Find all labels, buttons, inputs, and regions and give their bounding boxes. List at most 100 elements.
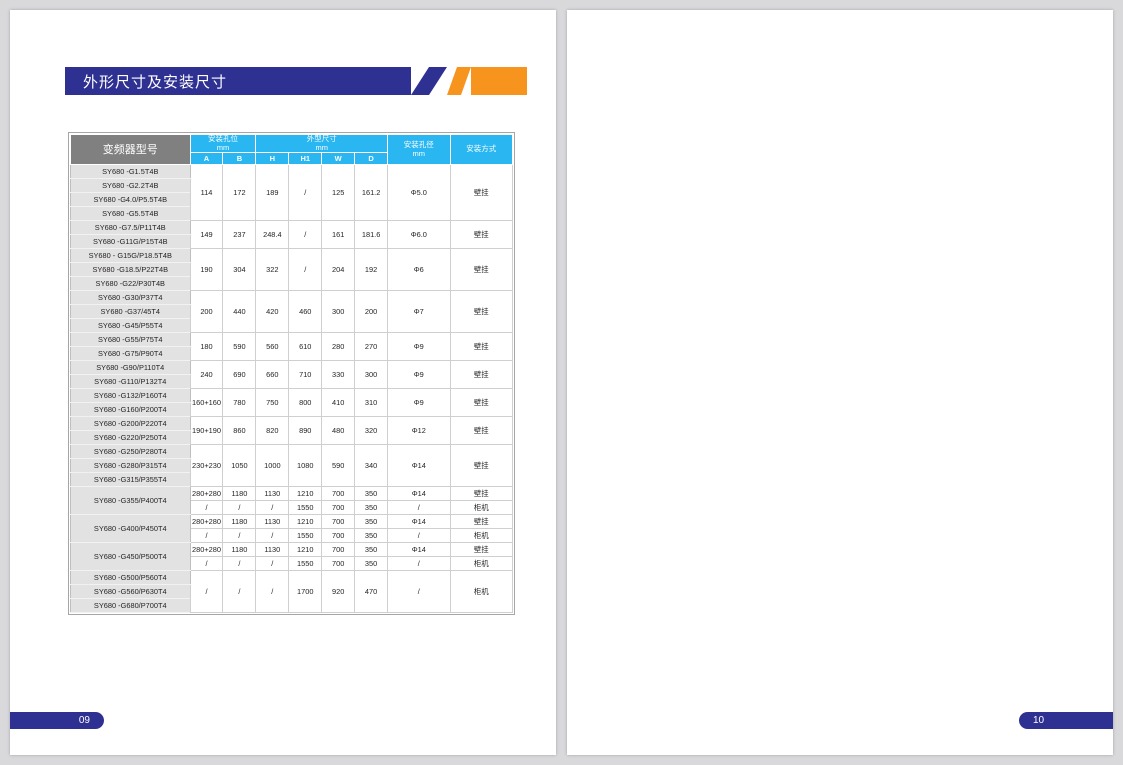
cell-h1: / — [288, 164, 323, 222]
cell-model: SY680 -G30/P37T4 — [70, 290, 191, 306]
cell-b: 237 — [222, 220, 257, 250]
cell-h: 750 — [255, 388, 290, 418]
cell-dia: / — [387, 570, 451, 614]
cell-h1: 890 — [288, 416, 323, 446]
cell-dia: / — [387, 500, 451, 516]
cell-b: 1180 — [222, 542, 257, 558]
cell-dia: Φ14 — [387, 514, 451, 530]
cell-model: SY680 -G160/P200T4 — [70, 402, 191, 418]
cell-b: 780 — [222, 388, 257, 418]
col-header-outline-title: 外型尺寸 — [306, 134, 337, 143]
dimension-header-row-2: A B H H1 W D — [71, 152, 513, 166]
cell-mount: 壁挂 — [449, 486, 514, 502]
cell-mount: 壁挂 — [449, 388, 514, 418]
cell-w: 700 — [321, 542, 356, 558]
col-header-d: D — [354, 152, 389, 166]
col-header-h1: H1 — [288, 152, 323, 166]
col-header-hole-diameter-title: 安装孔径 — [403, 140, 434, 149]
cell-mount: 壁挂 — [449, 332, 514, 362]
cell-w: 700 — [321, 528, 356, 544]
cell-d: 181.6 — [354, 220, 389, 250]
cell-a: 280+280 — [189, 486, 224, 502]
table-row: SY680 -G5.5T4B — [70, 206, 513, 222]
cell-mount: 柜机 — [449, 556, 514, 572]
cell-h1: 800 — [288, 388, 323, 418]
cell-model: SY680 -G2.2T4B — [70, 178, 191, 194]
cell-mount: 壁挂 — [449, 220, 514, 250]
cell-h1: 710 — [288, 360, 323, 390]
cell-h1: / — [288, 248, 323, 292]
table-row: SY680 -G90/P110T4 240 690 660 710 330 300 Φ9 壁挂 — [70, 360, 514, 390]
table-row: SY680 -G315/P355T4 — [70, 472, 513, 488]
cell-model: SY680 -G200/P220T4 — [70, 416, 191, 432]
table-row: SY680 - G15G/P18.5T4B 190 304 322/204 192 Φ6 壁… — [70, 248, 514, 292]
cell-h: / — [255, 500, 290, 516]
cell-b: / — [222, 528, 257, 544]
cell-mount: 柜机 — [449, 528, 514, 544]
cell-b: 860 — [222, 416, 257, 446]
table-row: SY680 -G22/P30T4B — [70, 276, 513, 292]
cell-a: / — [189, 528, 224, 544]
cell-b: 440 — [222, 290, 257, 334]
cell-a: 160+160 — [189, 388, 224, 418]
cell-h1: 1700 — [288, 570, 323, 614]
cell-mount: 壁挂 — [449, 542, 514, 558]
cell-b: 590 — [222, 332, 257, 362]
cell-model: SY680 -G500/P560T4 — [70, 570, 191, 586]
cell-model: SY680 -G11G/P15T4B — [70, 234, 191, 250]
cell-d: 350 — [354, 556, 389, 572]
cell-h1: 610 — [288, 332, 323, 362]
cell-dia: Φ12 — [387, 416, 451, 446]
cell-model: SY680 -G280/P315T4 — [70, 458, 191, 474]
table-row: SY680 -G37/45T4 — [70, 304, 513, 320]
cell-h1: 1210 — [288, 542, 323, 558]
cell-w: 410 — [321, 388, 356, 418]
table-row: SY680 -G7.5/P11T4B 149 237 248.4/161 181.6 Φ6… — [70, 220, 514, 250]
cell-w: 700 — [321, 486, 356, 502]
dimension-table-head: 变频器型号 安装孔位 mm 外型尺寸 mm 安装孔径 mm — [70, 133, 514, 166]
cell-model: SY680 -G680/P700T4 — [70, 598, 191, 614]
cell-b: 1180 — [222, 514, 257, 530]
cell-model: SY680 -G110/P132T4 — [70, 374, 191, 390]
cell-model: SY680 - G15G/P18.5T4B — [70, 248, 191, 264]
cell-w: 920 — [321, 570, 356, 614]
cell-b: 304 — [222, 248, 257, 292]
cell-h: / — [255, 556, 290, 572]
col-header-b: B — [222, 152, 257, 166]
section-banner-left: 外形尺寸及安装尺寸 — [65, 67, 527, 95]
cell-d: 320 — [354, 416, 389, 446]
cell-dia: Φ9 — [387, 360, 451, 390]
cell-a: 114 — [189, 164, 224, 222]
cell-b: 690 — [222, 360, 257, 390]
cell-w: 700 — [321, 514, 356, 530]
cell-model: SY680 -G315/P355T4 — [70, 472, 191, 488]
cell-w: 204 — [321, 248, 356, 292]
cell-w: 590 — [321, 444, 356, 488]
cell-h: / — [255, 528, 290, 544]
cell-d: 350 — [354, 514, 389, 530]
cell-model: SY680 -G4.0/P5.5T4B — [70, 192, 191, 208]
cell-h: 322 — [255, 248, 290, 292]
cell-a: 230+230 — [189, 444, 224, 488]
col-header-outline-group: 外型尺寸 mm — [255, 133, 389, 154]
cell-h: 248.4 — [255, 220, 290, 250]
cell-w: 300 — [321, 290, 356, 334]
banner-fill-left — [241, 67, 411, 95]
cell-a: / — [189, 570, 224, 614]
table-row: SY680 -G355/P400T4 280+280 1180 1130 1210 700… — [70, 486, 514, 516]
banner-orange-block-left — [471, 67, 527, 95]
cell-model: SY680 -G37/45T4 — [70, 304, 191, 320]
cell-dia: Φ9 — [387, 388, 451, 418]
cell-dia: Φ14 — [387, 542, 451, 558]
cell-model: SY680 -G45/P55T4 — [70, 318, 191, 334]
cell-model: SY680 -G560/P630T4 — [70, 584, 191, 600]
cell-dia: Φ9 — [387, 332, 451, 362]
cell-w: 280 — [321, 332, 356, 362]
cell-b: 172 — [222, 164, 257, 222]
cell-b: 1050 — [222, 444, 257, 488]
cell-d: 192 — [354, 248, 389, 292]
cell-dia: Φ5.0 — [387, 164, 451, 222]
cell-b: 1180 — [222, 486, 257, 502]
page-left: 外形尺寸及安装尺寸 变频器型号 安装孔位 mm — [10, 10, 556, 755]
